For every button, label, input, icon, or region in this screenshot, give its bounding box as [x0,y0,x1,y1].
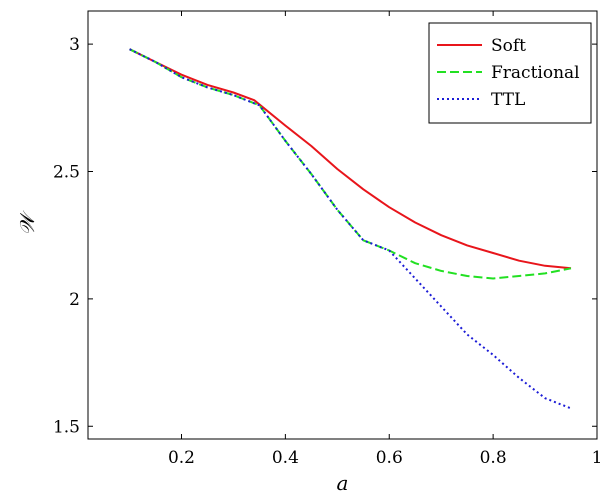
x-axis-label: a [337,471,349,495]
axis-ticks: 0.2 0.4 0.6 0.8 1 1.5 2 2.5 3 [53,11,600,468]
plot-area [129,48,572,410]
series-line-soft [129,48,572,270]
x-tick-label: 0.8 [480,448,507,468]
legend-label-fractional: Fractional [491,63,580,83]
x-tick-label: 1 [592,448,600,468]
x-tick-label: 0.4 [272,448,299,468]
x-tick-label: 0.6 [376,448,403,468]
series-line-fractional [129,48,572,280]
y-tick-label: 2 [69,290,80,310]
y-tick-label: 3 [69,35,80,55]
plot-frame [87,10,598,440]
legend-label-ttl: TTL [491,90,525,110]
y-tick-label: 1.5 [53,417,80,437]
y-axis-label: 𝒲 [15,209,39,235]
legend: Soft Fractional TTL [428,22,592,124]
legend-label-soft: Soft [491,36,526,56]
y-tick-label: 2.5 [53,163,80,183]
x-tick-label: 0.2 [168,448,195,468]
